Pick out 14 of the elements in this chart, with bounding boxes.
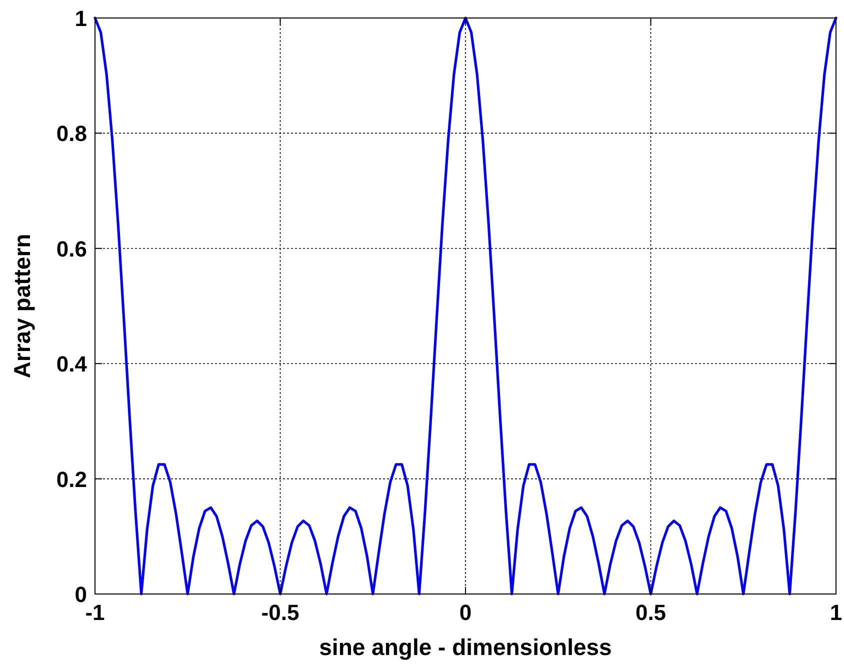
x-tick-label: 1 xyxy=(830,600,842,625)
y-axis-title: Array pattern xyxy=(9,234,35,378)
x-tick-label: -1 xyxy=(85,600,105,625)
line-series xyxy=(94,16,838,596)
x-tick-label: -0.5 xyxy=(261,600,300,625)
y-tick-label: 0.6 xyxy=(56,236,87,262)
x-axis-title: sine angle - dimensionless xyxy=(319,634,612,660)
y-tick-label: 0 xyxy=(74,582,87,607)
y-tick-label: 0.2 xyxy=(56,466,87,492)
y-tick-label: 0.8 xyxy=(56,121,87,146)
x-tick-label: 0 xyxy=(459,600,472,625)
y-tick-label: 1 xyxy=(74,6,87,31)
y-tick-label: 0.4 xyxy=(56,352,88,377)
x-tick-label: 0.5 xyxy=(635,600,666,625)
